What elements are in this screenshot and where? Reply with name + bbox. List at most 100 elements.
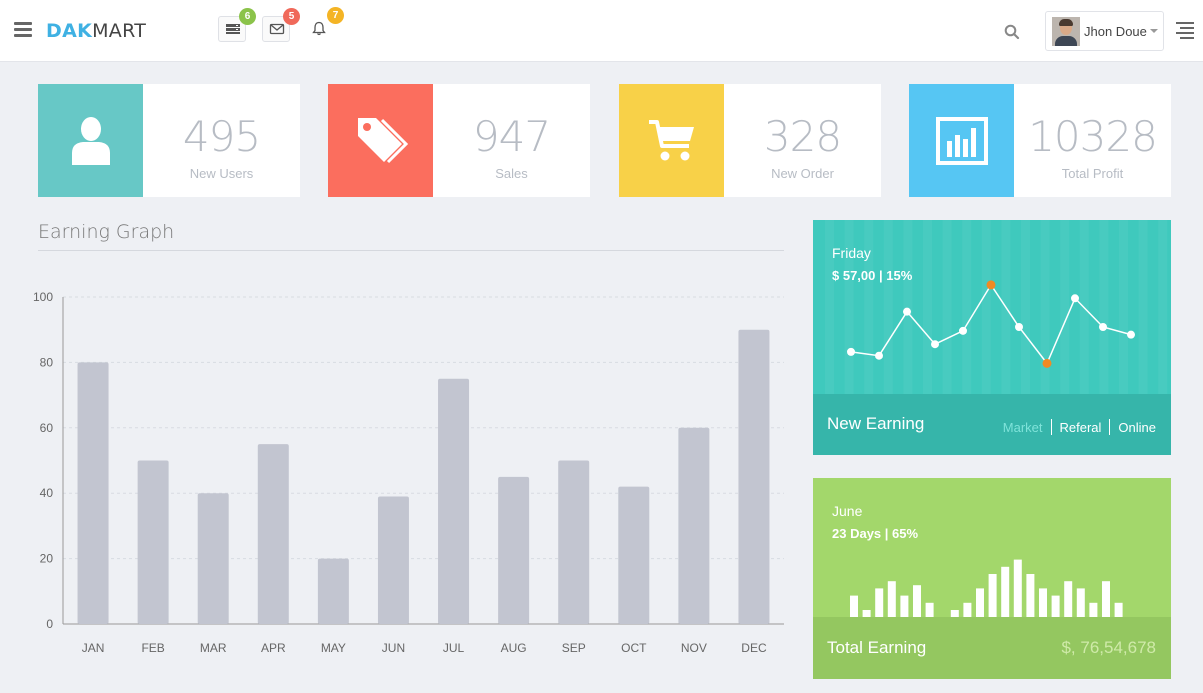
stat-card-sales[interactable]: 947 Sales <box>328 84 590 197</box>
stat-value: 947 <box>472 112 551 161</box>
stripe <box>1158 220 1168 394</box>
logo-text: MART <box>92 20 147 42</box>
stripe <box>864 220 874 394</box>
stripe <box>1099 220 1109 394</box>
data-point <box>1071 294 1079 303</box>
x-tick-label: APR <box>261 641 286 655</box>
stripe <box>1138 220 1148 394</box>
x-tick-label: JUN <box>382 641 405 655</box>
y-tick-label: 100 <box>33 290 53 304</box>
search-icon[interactable] <box>1004 24 1020 45</box>
new-earning-panel: Friday $ 57,00 | 15% New Earning Market R… <box>813 220 1171 455</box>
mail-button[interactable]: 5 <box>262 8 300 42</box>
bar <box>197 493 229 624</box>
mail-icon <box>269 23 285 35</box>
data-point <box>931 340 939 349</box>
divider <box>38 250 784 251</box>
bar <box>1026 574 1035 618</box>
bar <box>862 610 871 618</box>
bar <box>950 610 959 618</box>
panel-day: Friday <box>832 245 871 261</box>
data-point <box>903 307 911 316</box>
panel-summary: $ 57,00 | 15% <box>832 268 913 283</box>
panel-footer: Total Earning $, 76,54,678 <box>813 617 1171 679</box>
user-icon <box>71 116 110 165</box>
x-tick-label: DEC <box>741 641 767 655</box>
avatar <box>1052 17 1080 46</box>
x-tick-label: FEB <box>141 641 164 655</box>
bar <box>850 595 858 618</box>
cart-icon <box>648 119 694 160</box>
y-tick-label: 0 <box>46 617 53 631</box>
bar <box>558 460 590 624</box>
stat-card-new-users[interactable]: 495 New Users <box>38 84 300 197</box>
bar <box>1102 581 1110 618</box>
bar <box>1001 566 1010 618</box>
panel-title: Total Earning <box>827 638 927 657</box>
stat-card-new-order[interactable]: 328 New Order <box>619 84 881 197</box>
data-point <box>986 280 996 290</box>
hamburger-menu-icon[interactable] <box>14 22 32 38</box>
earning-graph-title: Earning Graph <box>38 221 175 243</box>
stat-card-total-profit[interactable]: 10328 Total Profit <box>909 84 1171 197</box>
bell-button[interactable]: 7 <box>305 7 344 42</box>
notification-badge: 7 <box>327 7 344 24</box>
bar <box>77 362 109 624</box>
stripe <box>962 220 972 394</box>
y-tick-label: 60 <box>40 421 54 435</box>
stat-value: 328 <box>763 112 842 161</box>
stripe <box>883 220 893 394</box>
bar <box>925 602 934 618</box>
x-tick-label: MAY <box>321 641 346 655</box>
server-icon <box>226 24 240 34</box>
stat-label: Total Profit <box>1061 166 1124 181</box>
stripe <box>1060 220 1070 394</box>
data-point <box>1127 330 1135 339</box>
bar <box>738 329 770 624</box>
tab-referal[interactable]: Referal <box>1059 420 1102 435</box>
stat-tile <box>38 84 143 197</box>
bar <box>1089 602 1098 618</box>
stripe <box>844 220 854 394</box>
stat-value: 10328 <box>1028 112 1158 161</box>
notification-badge: 6 <box>239 8 256 25</box>
stripe <box>1040 220 1050 394</box>
panel-tabs: Market Referal Online <box>1003 419 1156 435</box>
bar <box>976 588 984 618</box>
stat-tile <box>619 84 724 197</box>
tab-separator <box>1050 419 1052 435</box>
logo-bold-text: DAK <box>46 20 93 42</box>
data-point <box>875 351 883 360</box>
bar <box>438 378 470 624</box>
bar <box>1064 581 1073 618</box>
stripe <box>903 220 913 394</box>
stripe <box>1021 220 1030 394</box>
data-point <box>1015 323 1023 331</box>
bar <box>1051 595 1060 618</box>
tag-icon <box>357 117 408 163</box>
data-point <box>847 347 855 356</box>
tab-market[interactable]: Market <box>1002 420 1043 435</box>
total-earning-panel: June 23 Days | 65% Total Earning $, 76,5… <box>813 478 1171 679</box>
stripe <box>942 220 952 394</box>
earning-bar-chart: 0 20 40 60 80 100 JAN FEB MAR APR MAY JUN JUL AUG SEP O… <box>33 290 784 655</box>
panel-month: June <box>832 503 863 519</box>
notification-badge: 5 <box>283 8 300 25</box>
y-tick-label: 20 <box>40 552 54 566</box>
series-line <box>850 283 1132 365</box>
stat-label: New Order <box>771 166 834 181</box>
bar <box>875 588 884 618</box>
y-tick-label: 80 <box>40 355 54 369</box>
bar <box>1076 588 1085 618</box>
bar <box>1013 559 1022 618</box>
server-button[interactable]: 6 <box>218 8 256 42</box>
tab-online[interactable]: Online <box>1118 420 1156 435</box>
user-menu[interactable]: Jhon Doue <box>1045 11 1164 51</box>
stripe <box>923 220 932 394</box>
right-menu-icon[interactable] <box>1176 22 1194 42</box>
top-navbar: DAKMART 6 5 7 Jhon Doue <box>0 0 1203 62</box>
tab-separator <box>1109 419 1111 435</box>
x-tick-label: JAN <box>82 641 105 655</box>
brand-logo[interactable]: DAKMART <box>46 20 146 42</box>
panel-footer: New Earning Market Referal Online <box>813 394 1171 455</box>
